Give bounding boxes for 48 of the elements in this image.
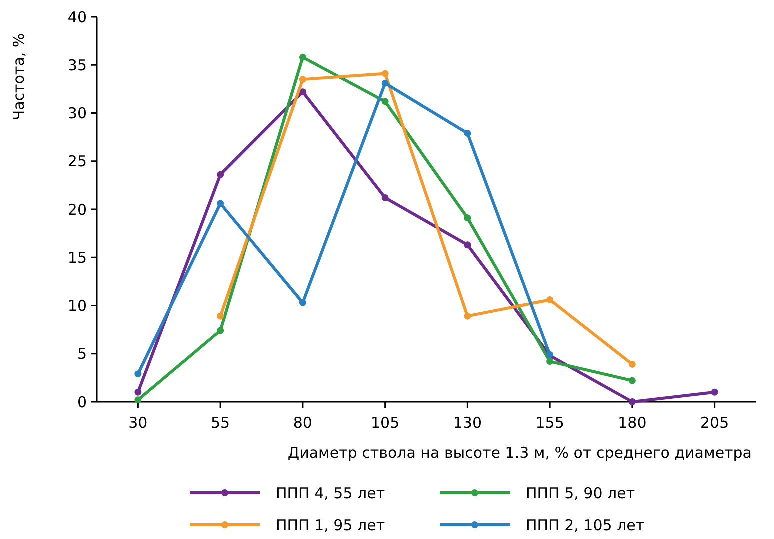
point: [464, 312, 472, 320]
point: [382, 80, 389, 87]
point: [464, 214, 472, 222]
point: [217, 200, 224, 208]
y-tick-label: 20: [68, 200, 87, 219]
point: [628, 377, 636, 384]
point: [299, 88, 306, 96]
point: [382, 194, 389, 202]
x-axis-title: Диаметр ствола на высоте 1.3 м, % от среднего диаметра: [288, 444, 752, 462]
point: [134, 370, 142, 378]
y-tick-label: 30: [68, 104, 87, 122]
point: [628, 398, 636, 406]
legend-label: ППП 5, 90 лет: [526, 484, 636, 502]
y-tick-label: 25: [68, 152, 87, 171]
point: [217, 312, 224, 320]
y-tick-label: 15: [68, 248, 87, 267]
point: [464, 242, 472, 249]
point: [464, 130, 472, 137]
point: [546, 358, 554, 366]
legend-label: ППП 2, 105 лет: [526, 516, 645, 534]
x-tick-label: 105: [370, 414, 400, 432]
point: [134, 388, 142, 396]
x-tick-label: 130: [453, 414, 482, 432]
y-tick-label: 35: [68, 56, 87, 74]
x-tick-label: 80: [293, 414, 312, 432]
y-tick-label: 0: [77, 393, 87, 412]
point: [382, 70, 389, 78]
point: [299, 76, 306, 84]
legend-label: ППП 4, 55 лет: [276, 484, 386, 502]
point: [299, 299, 306, 306]
point: [217, 171, 224, 178]
y-axis-title: Частота, %: [10, 33, 28, 121]
y-tick-label: 5: [77, 345, 87, 364]
y-tick-label: 10: [68, 297, 87, 315]
legend-label: ППП 1, 95 лет: [276, 516, 386, 534]
point: [711, 388, 718, 396]
point: [299, 54, 306, 61]
x-tick-label: 205: [700, 414, 730, 432]
point: [134, 396, 142, 404]
point: [546, 296, 554, 304]
x-tick-label: 180: [618, 414, 647, 432]
y-tick-label: 40: [68, 8, 87, 26]
x-tick-label: 155: [536, 414, 564, 432]
point: [217, 327, 224, 334]
point: [628, 360, 636, 368]
point: [382, 98, 389, 106]
x-tick-label: 30: [128, 414, 148, 432]
x-tick-label: 55: [211, 414, 230, 432]
